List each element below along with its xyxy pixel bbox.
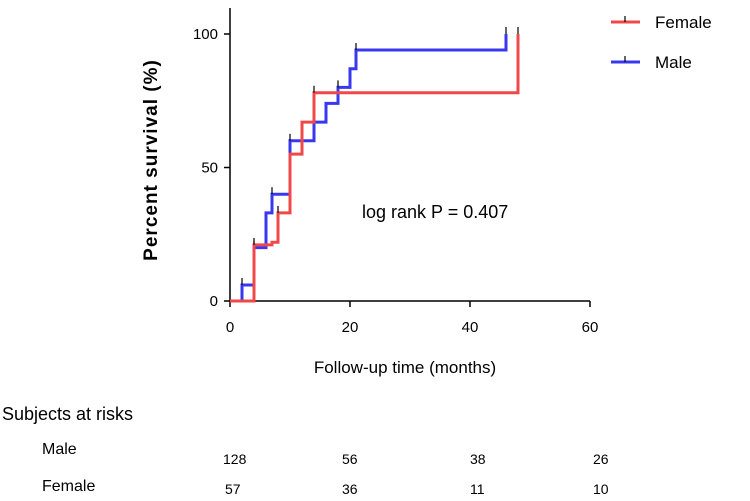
risk-male-2: 38 xyxy=(470,451,486,467)
legend-label-female: Female xyxy=(655,13,712,32)
log-rank-annotation: log rank P = 0.407 xyxy=(362,202,508,222)
x-axis-label: Follow-up time (months) xyxy=(314,358,496,377)
y-tick-label-2: 100 xyxy=(193,26,218,43)
risk-female-0: 57 xyxy=(225,481,241,497)
x-tick-label-2: 40 xyxy=(462,319,479,336)
risk-male-1: 56 xyxy=(342,451,358,467)
risk-row-label-female: Female xyxy=(42,478,95,495)
legend: Female Male xyxy=(611,13,712,72)
series-line-male xyxy=(230,34,508,303)
y-ticks: 0 50 100 xyxy=(193,26,230,310)
risk-row-label-male: Male xyxy=(42,441,77,458)
series-layer xyxy=(230,27,520,303)
y-tick-label-1: 50 xyxy=(201,160,218,177)
y-axis-label: Percent survival (%) xyxy=(141,59,162,261)
risk-female-3: 10 xyxy=(593,481,609,497)
risk-female-2: 11 xyxy=(470,481,485,497)
x-ticks: 0 20 40 60 xyxy=(226,301,599,336)
x-tick-label-1: 20 xyxy=(342,319,359,336)
x-tick-label-0: 0 xyxy=(226,319,234,336)
risk-table-title: Subjects at risks xyxy=(2,404,133,424)
legend-label-male: Male xyxy=(655,53,692,72)
y-tick-label-0: 0 xyxy=(210,293,218,310)
risk-male-3: 26 xyxy=(593,451,609,467)
x-tick-label-3: 60 xyxy=(582,319,599,336)
risk-female-1: 36 xyxy=(342,481,358,497)
risk-male-0: 128 xyxy=(223,451,247,467)
risk-table: Subjects at risks Male Female 128 56 38 … xyxy=(2,404,609,497)
series-line-female xyxy=(230,34,520,303)
